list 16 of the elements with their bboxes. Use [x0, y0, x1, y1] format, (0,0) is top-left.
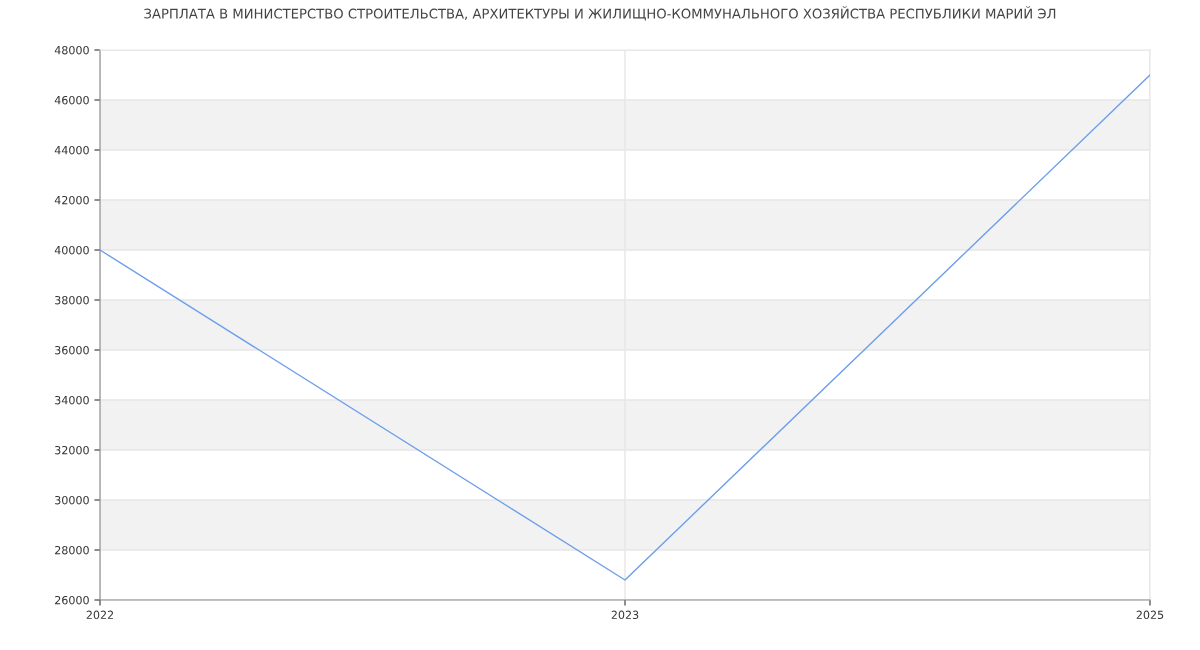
- y-tick-label: 40000: [54, 245, 89, 255]
- y-tick-label: 28000: [55, 545, 89, 555]
- y-tick-label: 36000: [55, 345, 89, 355]
- y-tick-label: 26000: [55, 595, 89, 605]
- x-tick-label: 2025: [1136, 610, 1164, 620]
- chart-title: ЗАРПЛАТА В МИНИСТЕРСТВО СТРОИТЕЛЬСТВА, АРХИТЕКТУРЫ И ЖИЛИЩНО-КОММУНАЛЬНОГО ХОЗЯЙСТВА РЕСПУБЛИКИ МАРИЙ ЭЛ: [144, 6, 1056, 21]
- x-tick-label: 2022: [86, 610, 114, 620]
- y-tick-label: 44000: [54, 145, 89, 155]
- y-tick-label: 48000: [54, 45, 89, 55]
- y-tick-label: 42000: [54, 195, 89, 205]
- x-tick-label: 2023: [611, 610, 639, 620]
- y-tick-label: 46000: [54, 95, 89, 105]
- y-tick-label: 32000: [55, 445, 89, 455]
- y-tick-label: 30000: [55, 495, 89, 505]
- y-tick-label: 38000: [55, 295, 89, 305]
- y-tick-label: 34000: [55, 395, 89, 405]
